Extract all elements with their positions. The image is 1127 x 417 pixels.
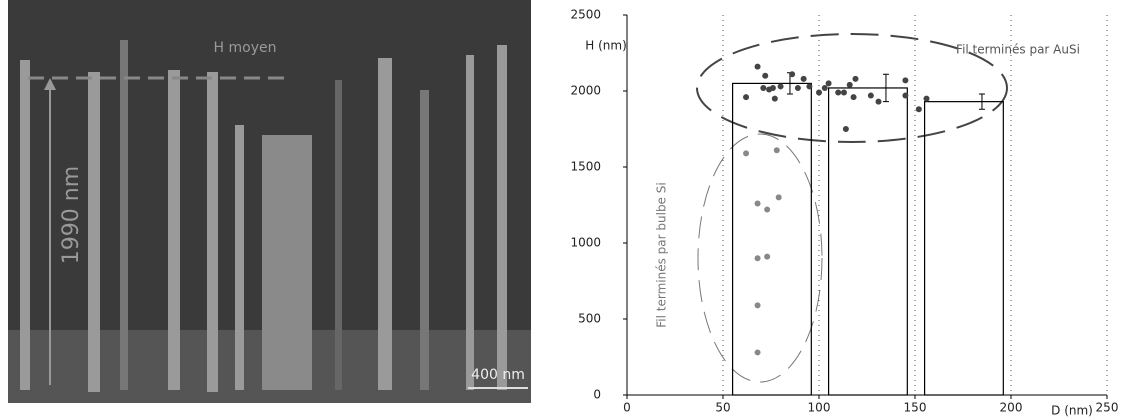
x-tick-label: 200	[1000, 401, 1023, 415]
point	[760, 84, 767, 91]
point	[771, 95, 778, 102]
error-bar	[882, 73, 889, 103]
point	[923, 95, 930, 102]
x-tick-label: 0	[623, 401, 631, 415]
point	[821, 84, 828, 91]
point	[775, 194, 782, 201]
point	[902, 92, 909, 99]
point	[915, 106, 922, 113]
sem-image: H moyen 1990 nm 400 nm	[8, 0, 531, 403]
point	[835, 89, 842, 96]
point	[902, 77, 909, 84]
point	[842, 126, 849, 132]
bar	[731, 82, 812, 396]
scale-label: 400 nm	[471, 367, 525, 383]
point	[794, 84, 801, 91]
point	[764, 253, 771, 260]
point	[789, 71, 796, 78]
point	[764, 206, 771, 213]
point	[773, 147, 780, 154]
point	[867, 92, 874, 99]
x-tick-label: 50	[715, 401, 730, 415]
point	[800, 75, 807, 82]
y-tick-label: 2000	[570, 84, 601, 98]
point	[754, 302, 761, 309]
point	[743, 150, 750, 157]
point	[754, 349, 761, 356]
x-tick-label: 100	[808, 401, 831, 415]
mean-label: H moyen	[214, 40, 277, 56]
y-tick-label: 1000	[570, 236, 601, 250]
annotation: Fil terminés par AuSi	[956, 43, 1080, 57]
y-tick-label: 500	[578, 312, 601, 326]
arrow-head	[44, 78, 56, 90]
chart: H (nm) D (nm) Fil terminés par AuSi Fil …	[585, 15, 1107, 417]
point	[777, 83, 784, 90]
point	[846, 81, 853, 88]
point	[816, 89, 822, 96]
y-tick-label: 0	[593, 388, 601, 402]
point	[762, 72, 769, 79]
bar	[923, 101, 1004, 396]
point	[806, 83, 813, 90]
point	[754, 200, 761, 207]
point	[875, 98, 882, 105]
height-label: 1990 nm	[59, 166, 84, 264]
point	[754, 63, 761, 70]
point	[825, 80, 832, 87]
point	[852, 75, 859, 82]
point	[840, 89, 847, 96]
error-bar	[978, 93, 985, 110]
point	[850, 94, 857, 101]
x-tick-label: 150	[904, 401, 927, 415]
y-axis-label: H (nm)	[585, 39, 627, 53]
ausi-ellipse	[696, 33, 1008, 143]
x-tick-label: 250	[1096, 401, 1119, 415]
y-tick-label: 2500	[570, 8, 601, 22]
annotation: Fil terminés par bulbe Si	[655, 182, 669, 327]
point	[743, 94, 750, 101]
y-tick-label: 1500	[570, 160, 601, 174]
point	[769, 84, 776, 91]
x-axis-label: D (nm)	[1051, 404, 1093, 417]
bulb-ellipse	[697, 133, 823, 383]
bar	[827, 87, 908, 396]
point	[754, 255, 761, 262]
nanowires	[20, 40, 507, 392]
